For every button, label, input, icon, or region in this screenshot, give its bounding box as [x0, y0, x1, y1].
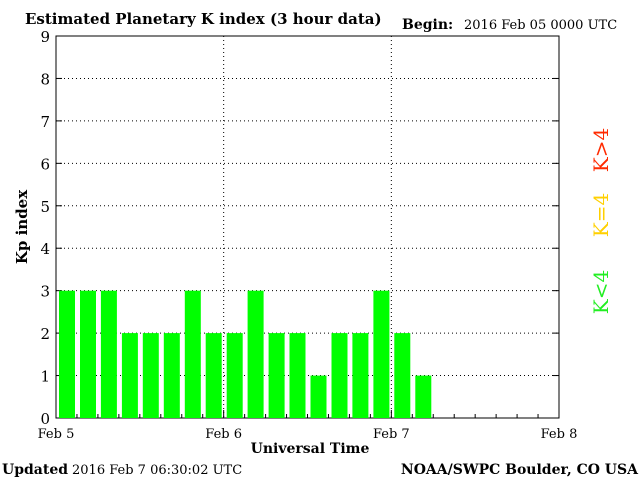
- x-tick-label: Feb 5: [38, 427, 75, 442]
- legend-k-equal-4: K=4: [589, 193, 613, 237]
- bars-group: [59, 290, 432, 418]
- x-tick-label: Feb 8: [541, 427, 578, 442]
- kp-bar: [352, 333, 369, 418]
- kp-bar: [331, 333, 348, 418]
- kp-bar: [59, 290, 75, 418]
- updated-label: Updated: [2, 462, 68, 478]
- kp-bar: [226, 333, 243, 418]
- x-tick-label: Feb 7: [373, 427, 410, 442]
- kp-bar: [247, 290, 264, 418]
- legend-k-less-4: K<4: [589, 270, 613, 314]
- kp-bar: [310, 375, 327, 418]
- y-tick-label: 5: [40, 198, 50, 216]
- x-tick-label: Feb 6: [205, 427, 242, 442]
- y-tick-label: 3: [40, 283, 50, 301]
- y-tick-label: 7: [40, 113, 50, 131]
- kp-bar: [163, 333, 180, 418]
- kp-bar: [373, 290, 390, 418]
- kp-bar: [415, 375, 432, 418]
- kp-bar: [268, 333, 285, 418]
- y-tick-label: 1: [40, 368, 50, 386]
- y-tick-label: 8: [40, 70, 50, 88]
- chart-title: Estimated Planetary K index (3 hour data…: [25, 10, 382, 28]
- begin-label: Begin:: [402, 17, 453, 33]
- y-tick-label: 2: [40, 325, 50, 343]
- y-tick-label: 4: [40, 240, 50, 258]
- y-tick-label: 6: [40, 155, 50, 173]
- kp-bar: [205, 333, 222, 418]
- begin-value: 2016 Feb 05 0000 UTC: [464, 18, 617, 33]
- kp-bar: [100, 290, 117, 418]
- kp-bar: [289, 333, 306, 418]
- legend-k-greater-4: K>4: [589, 128, 613, 172]
- kp-bar: [394, 333, 411, 418]
- source-credit: NOAA/SWPC Boulder, CO USA: [401, 462, 639, 478]
- plot-frame: [55, 35, 560, 419]
- y-tick-label: 9: [40, 28, 50, 46]
- updated-value: 2016 Feb 7 06:30:02 UTC: [72, 463, 242, 478]
- x-tick-labels: Feb 5 Feb 6 Feb 7 Feb 8: [38, 427, 578, 442]
- y-axis-label: Kp index: [13, 189, 31, 264]
- kp-bar: [184, 290, 201, 418]
- kp-bar: [121, 333, 138, 418]
- kp-bar: [80, 290, 96, 418]
- y-tick-labels: 0 1 2 3 4 5 6 7 8 9: [40, 28, 50, 428]
- y-tick-label: 0: [40, 410, 50, 428]
- x-axis-label: Universal Time: [251, 441, 370, 457]
- kp-bar: [142, 333, 159, 418]
